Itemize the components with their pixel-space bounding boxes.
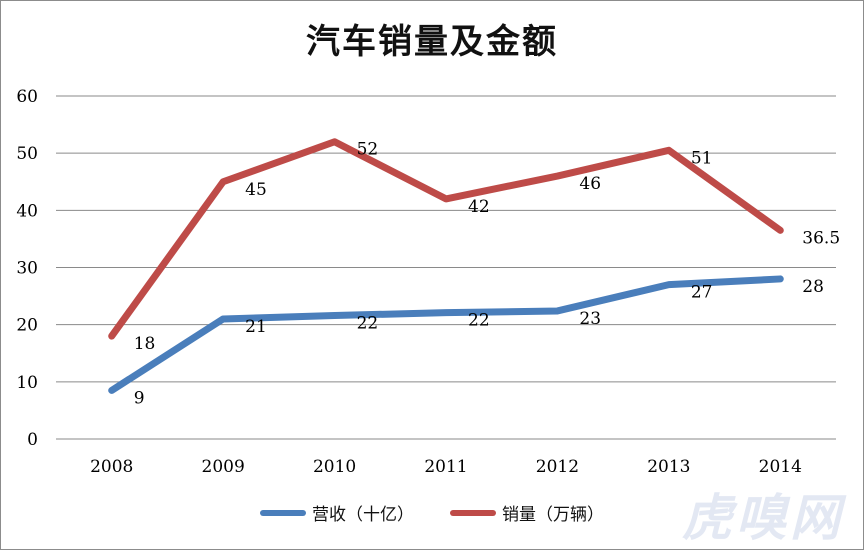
data-label: 21 [245, 317, 267, 337]
chart-title: 汽车销量及金额 [306, 22, 558, 62]
data-label: 46 [579, 174, 601, 194]
series-line-1 [108, 138, 784, 340]
y-tick-label: 40 [16, 201, 38, 221]
y-tick-label: 30 [16, 259, 38, 279]
watermark: 虎嗅网 [682, 489, 844, 547]
data-label: 36.5 [802, 228, 840, 248]
legend-item-revenue: 营收（十亿） [260, 500, 414, 525]
x-tick-label: 2010 [313, 457, 356, 477]
data-label: 51 [691, 148, 713, 168]
data-label: 22 [468, 311, 490, 331]
legend-item-sales: 销量（万辆） [450, 500, 604, 525]
y-tick-label: 20 [16, 316, 38, 336]
data-label: 42 [468, 197, 490, 217]
y-tick-label: 0 [27, 430, 38, 450]
x-tick-label: 2012 [536, 457, 579, 477]
x-tick-label: 2009 [202, 457, 245, 477]
x-tick-label: 2008 [90, 457, 133, 477]
x-tick-label: 2011 [424, 457, 467, 477]
x-tick-label: 2014 [759, 457, 802, 477]
legend-swatch-revenue [260, 509, 306, 516]
data-label: 22 [357, 314, 379, 334]
data-label: 18 [134, 334, 156, 354]
legend-swatch-sales [450, 509, 496, 516]
y-tick-label: 60 [16, 87, 38, 107]
data-label: 45 [245, 180, 267, 200]
series-line-0 [108, 275, 784, 394]
legend-label-sales: 销量（万辆） [502, 505, 604, 525]
y-tick-label: 50 [16, 144, 38, 164]
data-label: 52 [357, 140, 379, 160]
legend-label-revenue: 营收（十亿） [312, 505, 414, 525]
data-label: 28 [802, 277, 824, 297]
x-tick-label: 2013 [647, 457, 690, 477]
data-label: 23 [579, 309, 601, 329]
data-label: 9 [134, 388, 145, 408]
legend: 营收（十亿） 销量（万辆） [0, 500, 864, 525]
y-tick-label: 10 [16, 373, 38, 393]
data-label: 27 [691, 283, 713, 303]
